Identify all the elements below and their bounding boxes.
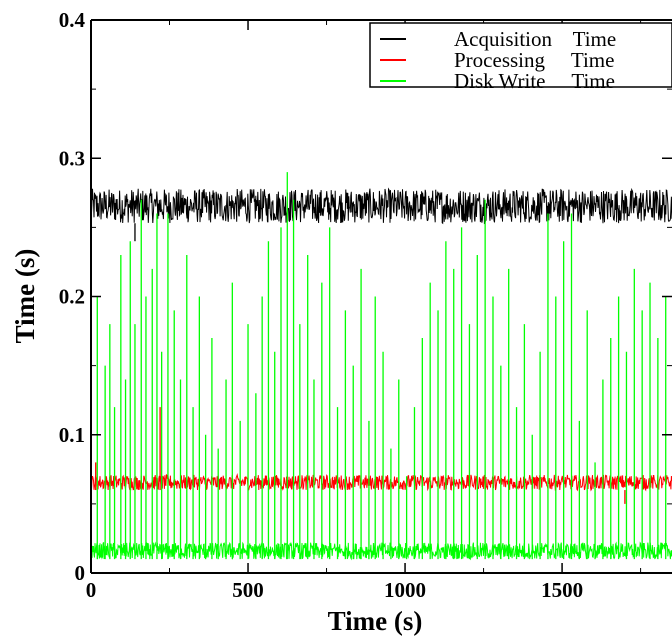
axis-ticks: 0 500 1000 1500 0 0.1 0.2 0.3 0.4 (59, 8, 672, 602)
x-tick-label: 1500 (541, 578, 583, 602)
legend-box (369, 22, 672, 88)
legend-entry-label: Disk Write Time (454, 69, 615, 93)
y-tick-label: 0.3 (59, 146, 85, 170)
x-axis-title: Time (s) (328, 606, 423, 636)
x-tick-label: 0 (86, 578, 97, 602)
y-axis-title: Time (s) (10, 249, 40, 344)
disk-write-series-line (91, 541, 672, 561)
y-tick-label: 0.4 (59, 8, 86, 32)
y-tick-label: 0.2 (59, 285, 85, 309)
y-tick-label: 0.1 (59, 423, 85, 447)
x-tick-label: 1000 (384, 578, 426, 602)
legend-entry-label: Acquisition Time (454, 27, 616, 51)
series-layer (91, 172, 672, 561)
legend-entry-label: Processing Time (454, 48, 614, 72)
x-tick-label: 500 (232, 578, 264, 602)
processing-series-line (91, 472, 672, 492)
y-tick-label: 0 (75, 561, 86, 585)
acquisition-series-line (91, 187, 672, 225)
